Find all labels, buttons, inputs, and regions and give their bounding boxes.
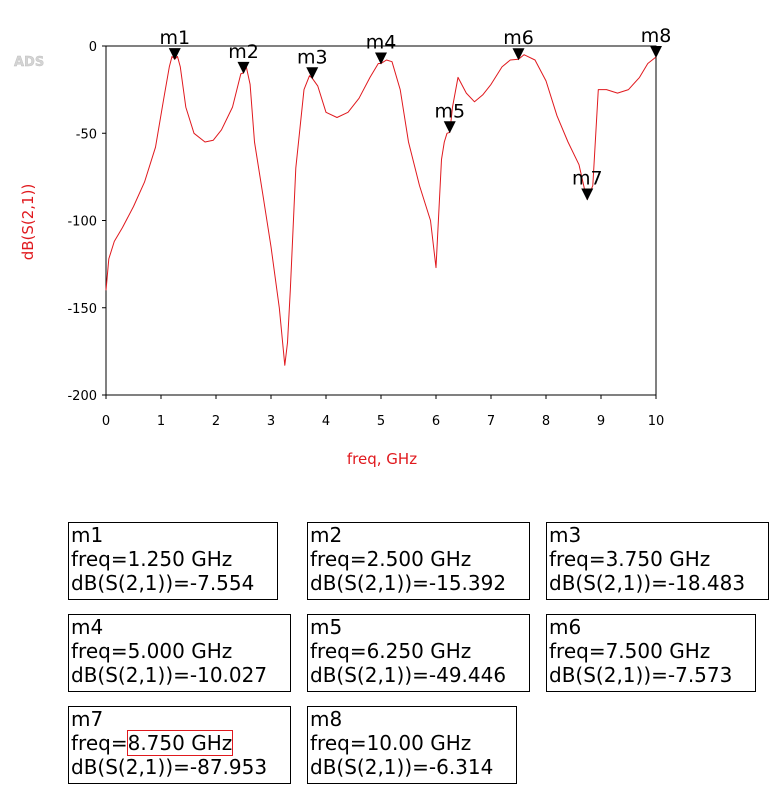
marker-readout-value: dB(S(2,1))=-15.392 [310,571,507,595]
x-tick-label: 0 [102,414,110,429]
x-tick-label: 9 [597,414,605,429]
x-tick-label: 5 [377,414,385,429]
marker-readout-freq: freq=6.250 GHz [310,639,472,663]
marker-m8-triangle [650,46,662,59]
marker-readout-freq: freq=5.000 GHz [71,639,233,663]
y-tick-label: -50 [76,127,97,142]
marker-readout-m7: m7 freq=8.750 GHz dB(S(2,1))=-87.953 [68,706,291,784]
marker-readout-value: dB(S(2,1))=-6.314 [310,755,494,779]
marker-m4-label: m4 [366,31,397,53]
marker-readout-freq: freq=8.750 GHz [71,730,234,756]
marker-readout-value: dB(S(2,1))=-18.483 [549,571,746,595]
plot-markers: m1 m2 m3 m4 m5 m6 m7 m8 [159,25,672,201]
marker-readout-value: dB(S(2,1))=-7.554 [71,571,255,595]
ads-watermark: ADS [14,55,44,70]
marker-m4-triangle [375,52,387,65]
marker-readout-name: m4 [71,615,104,639]
marker-readout-name: m3 [549,523,582,547]
marker-m2-triangle [237,61,250,74]
selected-freq-value[interactable]: 8.750 GHz [126,730,234,756]
y-tick-label: -200 [67,389,97,404]
marker-readout-name: m7 [71,707,104,731]
x-tick-label: 8 [542,414,550,429]
s21-curve [105,54,657,366]
x-tick-label: 3 [267,414,275,429]
marker-readout-m4: m4 freq=5.000 GHz dB(S(2,1))=-10.027 [68,614,291,692]
marker-readout-freq: freq=10.00 GHz [310,731,472,755]
marker-readout-m1: m1 freq=1.250 GHz dB(S(2,1))=-7.554 [68,522,278,600]
marker-m5-triangle [443,121,456,134]
marker-readout-m8: m8 freq=10.00 GHz dB(S(2,1))=-6.314 [307,706,517,784]
marker-m3-triangle [306,67,319,80]
marker-m6-label: m6 [503,27,534,49]
marker-m6-triangle [512,48,525,61]
marker-m7-triangle [581,188,594,201]
x-tick-label: 6 [432,414,440,429]
marker-m2-label: m2 [228,41,259,63]
marker-readout-freq: freq=2.500 GHz [310,547,472,571]
y-tick-label: 0 [89,40,97,55]
marker-readout-freq: freq=3.750 GHz [549,547,711,571]
plot-frame [105,45,657,396]
marker-readout-value: dB(S(2,1))=-49.446 [310,663,507,687]
x-axis-title: freq, GHz [347,450,417,468]
y-axis-title: dB(S(2,1)) [19,184,37,261]
series-line [105,54,657,366]
marker-m5-label: m5 [434,100,465,122]
marker-readout-m2: m2 freq=2.500 GHz dB(S(2,1))=-15.392 [307,522,530,600]
marker-readout-freq: freq=7.500 GHz [549,639,711,663]
y-tick-label: -100 [67,215,97,230]
marker-readout-m3: m3 freq=3.750 GHz dB(S(2,1))=-18.483 [546,522,769,600]
marker-m1-triangle [168,48,181,61]
marker-readout-value: dB(S(2,1))=-10.027 [71,663,268,687]
marker-readout-name: m6 [549,615,582,639]
marker-readout-m6: m6 freq=7.500 GHz dB(S(2,1))=-7.573 [546,614,756,692]
plot-axes: 0 1 2 3 4 5 6 7 8 9 10 0 -50 -100 -150 -200 [67,40,664,429]
marker-readout-freq: freq=1.250 GHz [71,547,233,571]
marker-m3-label: m3 [297,46,328,68]
marker-m7-label: m7 [572,167,603,189]
marker-readout-name: m2 [310,523,343,547]
y-tick-label: -150 [67,302,97,317]
marker-readout-name: m1 [71,523,104,547]
marker-readout-value: dB(S(2,1))=-7.573 [549,663,733,687]
marker-m1-label: m1 [159,27,190,49]
x-tick-label: 1 [157,414,165,429]
x-tick-label: 2 [212,414,220,429]
marker-readout-value: dB(S(2,1))=-87.953 [71,755,268,779]
marker-readout-name: m8 [310,707,343,731]
marker-readout-name: m5 [310,615,343,639]
x-tick-label: 4 [322,414,330,429]
x-tick-label: 7 [487,414,495,429]
marker-readout-m5: m5 freq=6.250 GHz dB(S(2,1))=-49.446 [307,614,530,692]
x-tick-label: 10 [648,414,665,429]
marker-m8-label: m8 [641,25,672,47]
